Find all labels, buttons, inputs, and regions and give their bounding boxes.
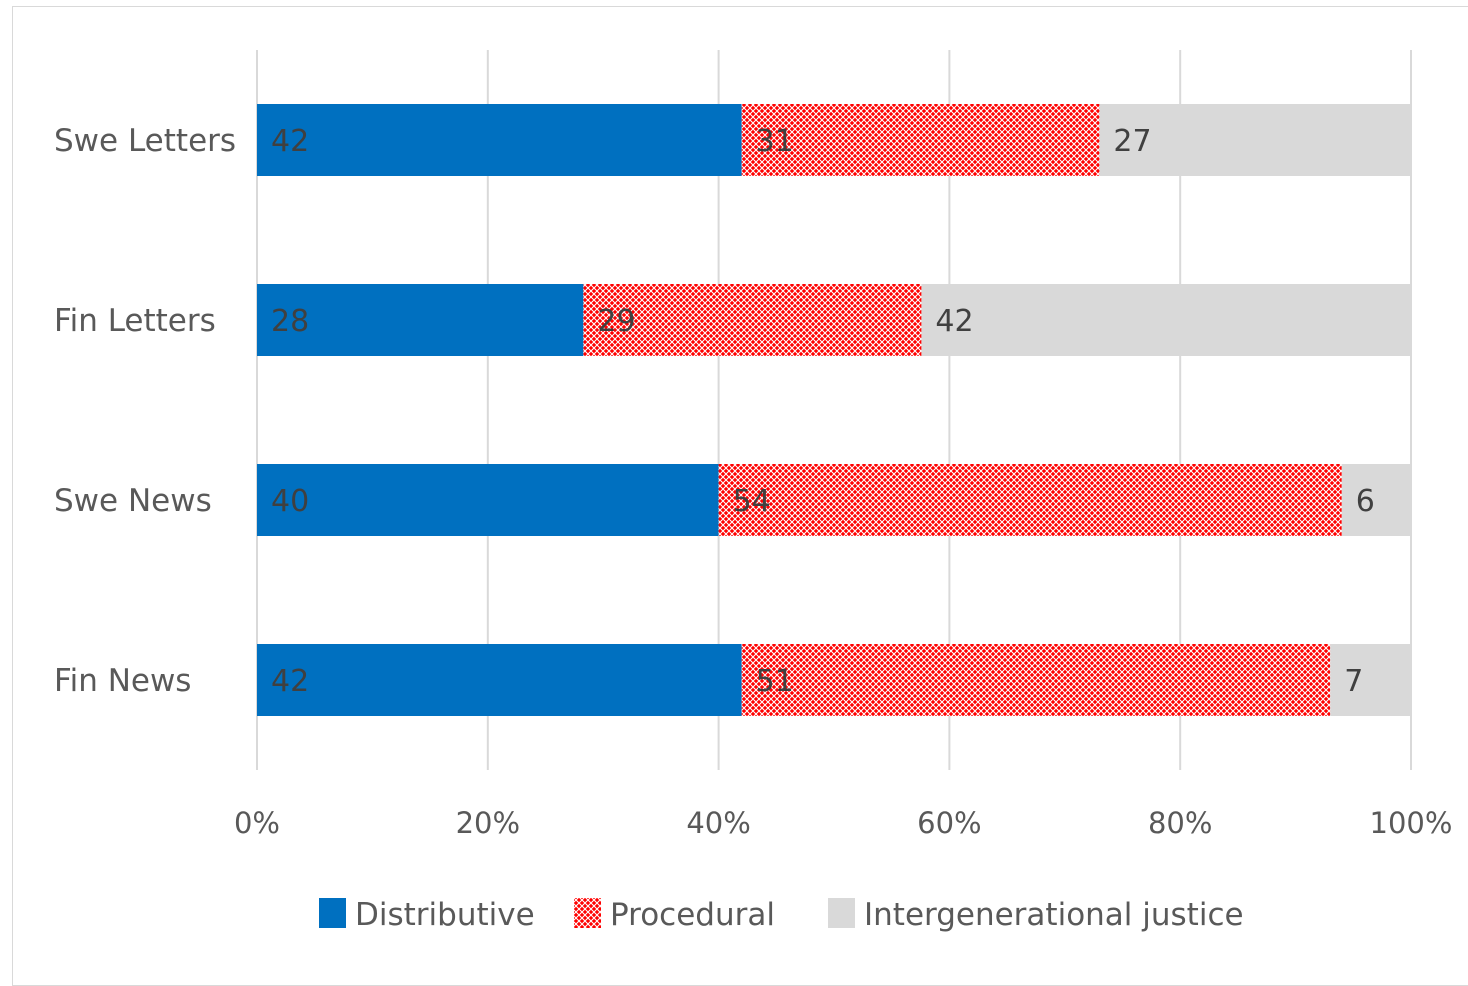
data-label: 28 — [271, 304, 309, 339]
x-tick-label: 0% — [234, 806, 280, 840]
x-axis-tick-labels: 0% 20% 40% 60% 80% 100% — [234, 806, 1452, 840]
data-label: 42 — [271, 664, 309, 699]
bar-segment — [257, 464, 719, 536]
legend-label: Procedural — [610, 897, 775, 933]
data-label: 27 — [1113, 124, 1151, 159]
legend-label: Intergenerational justice — [864, 897, 1244, 933]
data-label: 54 — [733, 484, 771, 519]
legend: Distributive Procedural Intergenerational … — [319, 897, 1244, 933]
bars: 42 31 27 28 29 42 40 54 6 42 51 7 — [257, 104, 1411, 716]
data-label: 42 — [271, 124, 309, 159]
category-label: Swe News — [54, 483, 212, 519]
bar-segment — [741, 644, 1331, 716]
category-labels: Swe Letters Fin Letters Swe News Fin News — [54, 123, 236, 699]
bar-segment — [921, 284, 1411, 356]
x-tick-label: 40% — [686, 806, 750, 840]
data-label: 31 — [756, 124, 794, 159]
data-label: 42 — [935, 304, 973, 339]
bar-segment — [741, 104, 1100, 176]
x-tick-label: 100% — [1370, 806, 1453, 840]
data-label: 6 — [1356, 484, 1375, 519]
bar-segment — [1341, 464, 1411, 536]
x-tick-label: 60% — [917, 806, 981, 840]
bar-segment — [718, 464, 1342, 536]
x-tick-label: 20% — [456, 806, 520, 840]
category-label: Fin News — [54, 663, 191, 699]
bar-segment — [257, 644, 742, 716]
legend-swatch — [828, 898, 855, 928]
data-label: 29 — [597, 304, 635, 339]
bar-segment — [583, 284, 922, 356]
bar-segment — [257, 284, 584, 356]
bar-segment — [1099, 104, 1411, 176]
bar-segment — [1330, 644, 1411, 716]
category-label: Swe Letters — [54, 123, 236, 159]
bar-segment — [257, 104, 742, 176]
data-label: 40 — [271, 484, 309, 519]
x-tick-label: 80% — [1148, 806, 1212, 840]
category-label: Fin Letters — [54, 303, 216, 339]
data-label: 7 — [1344, 664, 1363, 699]
legend-swatch — [319, 898, 346, 928]
legend-label: Distributive — [355, 897, 535, 933]
legend-swatch — [574, 898, 601, 928]
data-label: 51 — [756, 664, 794, 699]
